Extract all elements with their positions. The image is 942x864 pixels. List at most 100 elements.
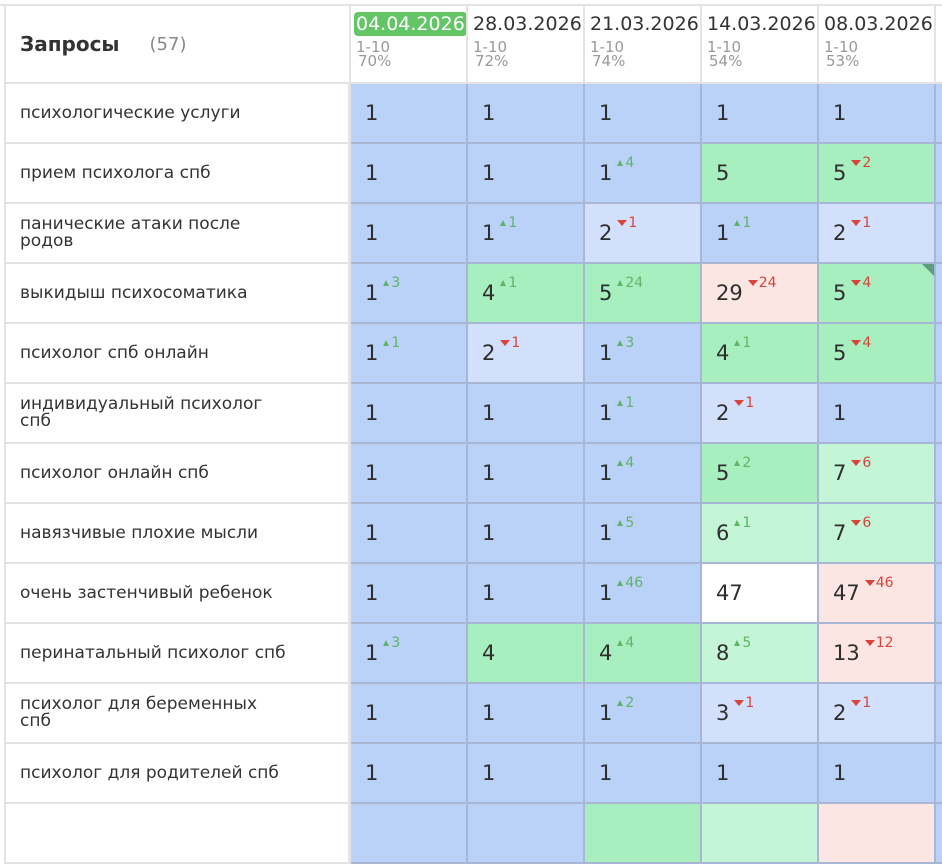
next-date-cell[interactable] <box>936 144 942 204</box>
next-date-cell[interactable] <box>936 624 942 684</box>
date-column-header[interactable]: 04.04.2026 1-10 70% <box>351 6 468 84</box>
position-cell[interactable]: 1 <box>702 744 819 804</box>
position-cell[interactable]: 1 <box>468 384 585 444</box>
position-cell[interactable]: 1 <box>819 84 936 144</box>
date-column-header[interactable]: 08.03.2026 1-10 53% <box>819 6 936 84</box>
next-date-cell[interactable] <box>936 444 942 504</box>
position-cell[interactable]: 1 <box>585 84 702 144</box>
position-cell[interactable]: 1 <box>468 504 585 564</box>
next-date-cell[interactable] <box>936 504 942 564</box>
position-cell[interactable]: 1 <box>468 444 585 504</box>
next-date-cell[interactable] <box>936 324 942 384</box>
position-cell[interactable]: 1 <box>819 384 936 444</box>
position-cell[interactable]: 1 <box>351 84 468 144</box>
position-cell[interactable]: 13 12 <box>819 624 936 684</box>
position-cell[interactable]: 1 <box>351 684 468 744</box>
next-date-cell[interactable] <box>936 684 942 744</box>
position-cell[interactable] <box>468 804 585 864</box>
query-cell[interactable]: прием психолога спб <box>6 144 351 204</box>
date-column-header[interactable]: 28.03.2026 1-10 72% <box>468 6 585 84</box>
position-cell[interactable]: 47 <box>702 564 819 624</box>
query-cell[interactable]: перинатальный психолог спб <box>6 624 351 684</box>
position-cell[interactable]: 1 <box>351 744 468 804</box>
delta-value: 3 <box>625 335 635 351</box>
queries-header[interactable]: Запросы (57) <box>6 6 351 84</box>
position-cell[interactable]: 1 <box>468 684 585 744</box>
query-cell[interactable]: психолог спб онлайн <box>6 324 351 384</box>
position-cell[interactable]: 1 <box>351 504 468 564</box>
next-date-cell[interactable] <box>936 384 942 444</box>
position-cell[interactable]: 4 <box>468 624 585 684</box>
query-cell[interactable]: психологические услуги <box>6 84 351 144</box>
next-date-cell[interactable] <box>936 804 942 864</box>
position-cell[interactable]: 47 46 <box>819 564 936 624</box>
note-corner-icon[interactable] <box>922 264 934 276</box>
position-cell[interactable]: 1 <box>351 384 468 444</box>
position-cell[interactable]: 5 24 <box>585 264 702 324</box>
query-cell[interactable]: выкидыш психосоматика <box>6 264 351 324</box>
next-date-column-header[interactable] <box>936 6 942 84</box>
position-cell[interactable]: 1 <box>585 744 702 804</box>
date-column-header[interactable]: 14.03.2026 1-10 54% <box>702 6 819 84</box>
position-cell[interactable]: 1 <box>468 144 585 204</box>
position-cell[interactable]: 1 <box>468 84 585 144</box>
position-cell[interactable]: 1 <box>819 744 936 804</box>
position-cell[interactable] <box>351 804 468 864</box>
position-cell[interactable] <box>585 804 702 864</box>
query-cell[interactable] <box>6 804 351 864</box>
query-cell[interactable]: психолог для беременных спб <box>6 684 351 744</box>
position-cell[interactable] <box>702 804 819 864</box>
position-cell[interactable]: 29 24 <box>702 264 819 324</box>
next-date-cell[interactable] <box>936 264 942 324</box>
position-cell[interactable]: 1 <box>351 564 468 624</box>
query-cell[interactable]: панические атаки после родов <box>6 204 351 264</box>
position-cell[interactable]: 1 <box>351 444 468 504</box>
position-cell[interactable]: 1 <box>351 144 468 204</box>
query-cell[interactable]: навязчивые плохие мысли <box>6 504 351 564</box>
query-cell[interactable]: психолог онлайн спб <box>6 444 351 504</box>
next-date-cell[interactable] <box>936 204 942 264</box>
query-cell[interactable]: очень застенчивый ребенок <box>6 564 351 624</box>
date-column-header[interactable]: 21.03.2026 1-10 74% <box>585 6 702 84</box>
position-cell[interactable]: 1 46 <box>585 564 702 624</box>
next-date-cell[interactable] <box>936 84 942 144</box>
next-date-cell[interactable] <box>936 564 942 624</box>
position-cell[interactable]: 1 <box>702 84 819 144</box>
next-date-cell[interactable] <box>936 744 942 804</box>
position-cell[interactable] <box>819 804 936 864</box>
query-cell[interactable]: индивидуальный психолог спб <box>6 384 351 444</box>
position-cell[interactable]: 1 <box>468 564 585 624</box>
query-cell[interactable]: психолог для родителей спб <box>6 744 351 804</box>
position-cell[interactable]: 5 <box>702 144 819 204</box>
position-cell[interactable]: 1 <box>468 744 585 804</box>
position-cell[interactable]: 1 <box>351 204 468 264</box>
